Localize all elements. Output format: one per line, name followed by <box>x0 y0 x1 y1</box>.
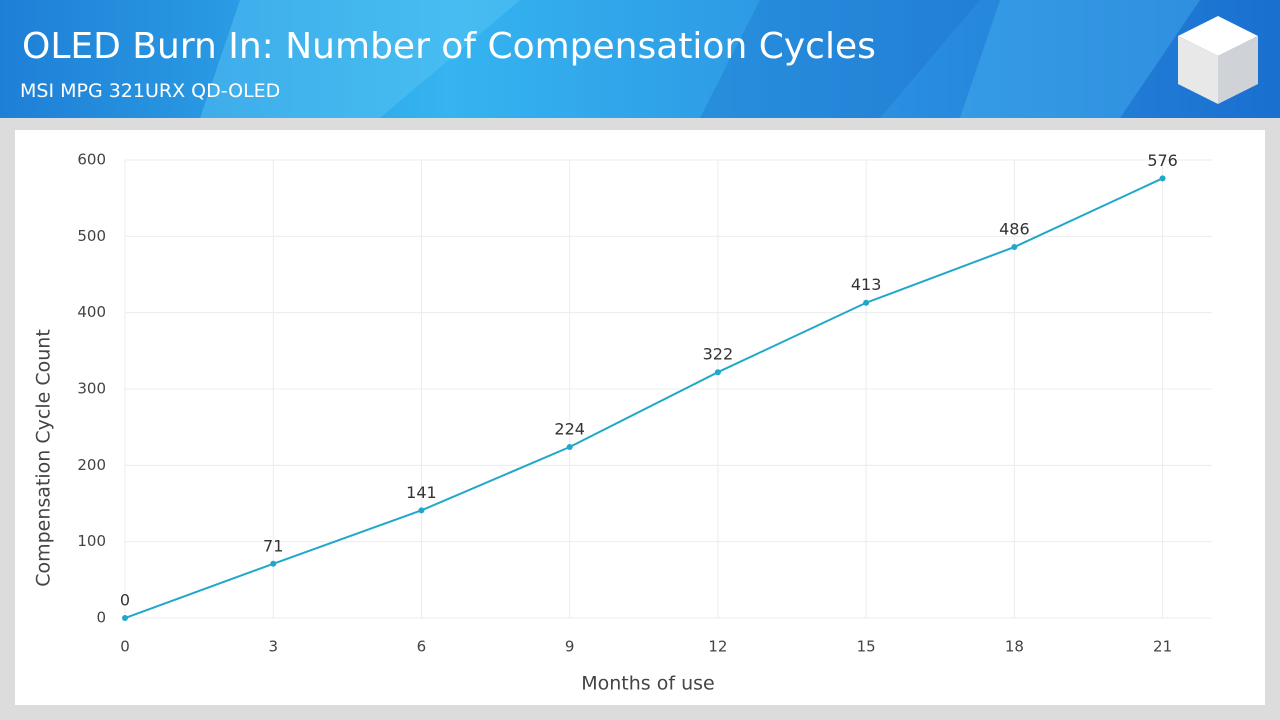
data-label: 413 <box>851 275 882 294</box>
y-tick-label: 0 <box>96 609 106 627</box>
data-label: 322 <box>703 345 734 364</box>
subtitle: MSI MPG 321URX QD-OLED <box>20 80 280 102</box>
x-tick-label: 6 <box>417 638 427 656</box>
y-tick-label: 600 <box>77 151 106 169</box>
header-background <box>0 0 1280 118</box>
x-tick-label: 3 <box>268 638 278 656</box>
x-axis-label: Months of use <box>581 673 714 695</box>
data-label: 0 <box>120 591 130 610</box>
data-point <box>1011 244 1018 251</box>
data-label: 224 <box>554 420 585 439</box>
data-point <box>863 299 870 306</box>
data-point <box>566 444 573 451</box>
x-tick-label: 18 <box>1005 638 1024 656</box>
data-label: 486 <box>999 220 1030 239</box>
y-tick-label: 500 <box>77 227 106 245</box>
chart-panel <box>15 130 1265 705</box>
y-tick-label: 100 <box>77 532 106 550</box>
data-point <box>1159 175 1166 182</box>
data-point <box>418 507 425 514</box>
x-tick-label: 21 <box>1153 638 1172 656</box>
x-tick-label: 9 <box>565 638 575 656</box>
x-tick-label: 12 <box>708 638 727 656</box>
data-label: 71 <box>263 536 283 555</box>
header-shape <box>960 0 1200 118</box>
header-shape <box>200 0 520 118</box>
data-line <box>124 177 1164 619</box>
header-shape <box>700 0 980 118</box>
data-point <box>122 615 128 621</box>
logo <box>1178 16 1258 104</box>
data-point <box>714 369 721 376</box>
header: OLED Burn In: Number of Compensation Cyc… <box>0 0 1280 118</box>
y-tick-label: 400 <box>77 303 106 321</box>
title: OLED Burn In: Number of Compensation Cyc… <box>22 26 876 67</box>
y-axis-label: Compensation Cycle Count <box>33 329 55 587</box>
data-label: 576 <box>1147 151 1178 170</box>
y-tick-label: 200 <box>77 456 106 474</box>
data-label: 141 <box>406 483 437 502</box>
x-tick-label: 0 <box>120 638 130 656</box>
x-tick-label: 15 <box>857 638 876 656</box>
y-tick-label: 300 <box>77 380 106 398</box>
data-point <box>270 560 277 567</box>
